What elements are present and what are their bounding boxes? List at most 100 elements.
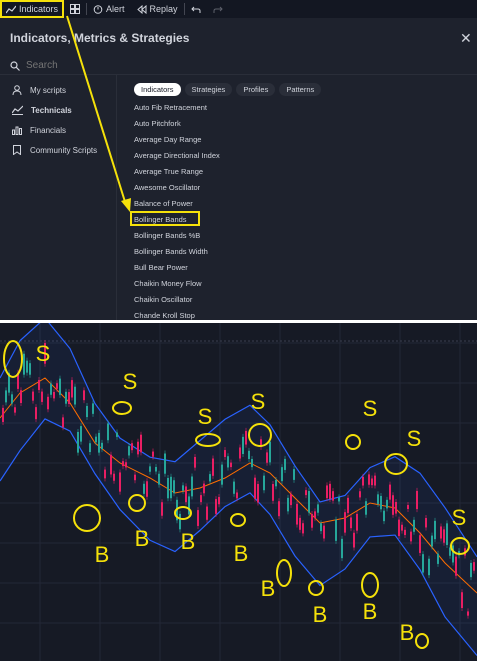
band-fill <box>0 323 477 656</box>
signal-label: S <box>407 426 422 451</box>
search-input[interactable] <box>26 60 176 71</box>
search-bar <box>10 60 176 71</box>
candle-body <box>257 484 259 503</box>
upper-band-line <box>0 323 477 558</box>
indicator-item[interactable]: Chaikin Oscillator <box>134 295 193 304</box>
indicator-item[interactable]: Auto Pitchfork <box>134 119 181 128</box>
candle-body <box>395 502 397 514</box>
candle-body <box>77 431 79 453</box>
candle-body <box>419 535 421 553</box>
candle-body <box>164 453 166 474</box>
candle-body <box>185 486 187 503</box>
candle-body <box>5 390 7 403</box>
indicator-item[interactable]: Chaikin Money Flow <box>134 279 202 288</box>
candle-body <box>95 436 97 443</box>
sidebar-item-technicals[interactable]: Technicals <box>0 100 116 120</box>
candle-body <box>446 523 448 545</box>
candle-body <box>455 556 457 576</box>
candle-body <box>344 512 346 533</box>
candle-body <box>299 517 301 530</box>
candle-body <box>377 494 379 504</box>
indicator-item[interactable]: Awesome Oscillator <box>134 183 201 192</box>
indicator-item[interactable]: Bull Bear Power <box>134 263 188 272</box>
signal-label: B <box>363 599 378 624</box>
sidebar-item-community-scripts[interactable]: Community Scripts <box>0 140 116 160</box>
candle-body <box>149 466 151 472</box>
alert-button[interactable]: Alert <box>87 0 131 18</box>
indicator-item[interactable]: Auto Fib Retracement <box>134 103 207 112</box>
sidebar-item-financials[interactable]: Financials <box>0 120 116 140</box>
signal-label: S <box>123 369 138 394</box>
candle-body <box>194 456 196 468</box>
candle-body <box>248 450 250 459</box>
candle-body <box>107 423 109 441</box>
toolbar-divider <box>183 3 185 15</box>
candle-body <box>179 513 181 530</box>
candle-body <box>260 439 262 448</box>
candle-body <box>320 523 322 532</box>
close-icon[interactable]: ✕ <box>460 30 472 46</box>
candle-body <box>197 510 199 526</box>
candle-body <box>449 547 451 556</box>
indicator-item[interactable]: Balance of Power <box>134 199 193 208</box>
candle-body <box>173 480 175 494</box>
candle-body <box>245 430 247 445</box>
candle-body <box>131 443 133 451</box>
candle-body <box>134 474 136 481</box>
candle-body <box>113 473 115 481</box>
candle-body <box>425 518 427 528</box>
tab-profiles[interactable]: Profiles <box>236 83 276 96</box>
signal-label: B <box>234 541 249 566</box>
indicator-item[interactable]: Bollinger Bands <box>134 215 187 224</box>
alert-label: Alert <box>106 4 125 14</box>
replay-label: Replay <box>149 4 178 14</box>
sidebar-item-label: Technicals <box>31 105 72 115</box>
undo-button[interactable] <box>185 0 207 18</box>
candle-body <box>371 478 373 486</box>
indicator-item[interactable]: Average True Range <box>134 167 204 176</box>
candle-body <box>266 452 268 463</box>
indicators-icon <box>6 5 16 13</box>
candle-body <box>398 519 400 537</box>
redo-button[interactable] <box>207 0 229 18</box>
annotation-arrow <box>66 15 131 212</box>
indicators-button[interactable]: Indicators <box>0 0 65 18</box>
candle-body <box>206 506 208 520</box>
candle-body <box>437 553 439 564</box>
signal-label: B <box>181 529 196 554</box>
candle-body <box>29 363 31 375</box>
indicator-item[interactable]: Average Directional Index <box>134 151 220 160</box>
sidebar-item-my-scripts[interactable]: My scripts <box>0 80 116 100</box>
signal-label: B <box>95 542 110 567</box>
indicator-item[interactable]: Bollinger Bands Width <box>134 247 208 256</box>
candle-body <box>359 491 361 498</box>
sidebar-item-label: Community Scripts <box>30 145 98 155</box>
candle-body <box>386 499 388 509</box>
candle-body <box>158 473 160 485</box>
indicator-item[interactable]: Average Day Range <box>134 135 202 144</box>
candle-body <box>221 464 223 485</box>
signal-label: B <box>313 602 328 627</box>
tab-strategies[interactable]: Strategies <box>184 83 233 96</box>
candle-body <box>239 447 241 459</box>
candle-body <box>290 494 292 506</box>
candle-body <box>110 454 112 475</box>
undo-icon <box>190 6 201 13</box>
indicator-item[interactable]: Bollinger Bands %B <box>134 231 201 240</box>
candle-body <box>263 475 265 491</box>
tab-indicators[interactable]: Indicators <box>134 83 181 96</box>
toolbar-divider <box>86 3 88 15</box>
tab-patterns[interactable]: Patterns <box>279 83 322 96</box>
candle-body <box>182 485 184 491</box>
candle-body <box>227 456 229 468</box>
candle-body <box>272 484 274 501</box>
replay-icon <box>136 4 147 14</box>
signal-circle <box>128 494 146 512</box>
replay-button[interactable]: Replay <box>131 0 184 18</box>
candle-body <box>254 477 256 499</box>
indicator-item[interactable]: Chande Kroll Stop <box>134 311 195 320</box>
candle-body <box>98 432 100 453</box>
candle-body <box>467 611 469 616</box>
templates-button[interactable] <box>64 0 86 18</box>
